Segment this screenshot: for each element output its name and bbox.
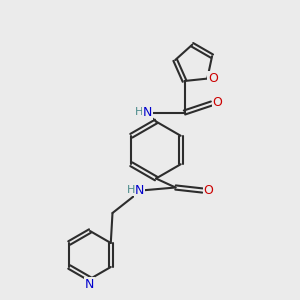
Text: N: N xyxy=(143,106,152,119)
Text: N: N xyxy=(135,184,144,197)
Text: H: H xyxy=(135,106,143,117)
Text: O: O xyxy=(213,95,222,109)
Text: O: O xyxy=(204,184,213,197)
Text: N: N xyxy=(85,278,94,291)
Text: H: H xyxy=(127,185,136,195)
Text: O: O xyxy=(208,72,218,85)
